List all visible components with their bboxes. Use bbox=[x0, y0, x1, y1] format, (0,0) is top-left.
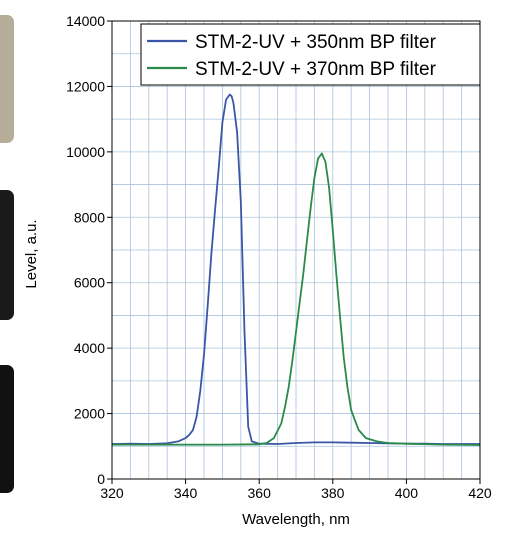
y-tick-label: 12000 bbox=[66, 78, 105, 94]
y-tick-label: 8000 bbox=[74, 209, 105, 225]
side-panel-bottom bbox=[0, 365, 14, 493]
x-tick-label: 360 bbox=[248, 485, 272, 501]
y-tick-label: 10000 bbox=[66, 144, 105, 160]
series-line-2 bbox=[112, 152, 481, 446]
side-panel-middle bbox=[0, 190, 14, 320]
y-tick-label: 4000 bbox=[74, 340, 105, 356]
grid bbox=[111, 20, 481, 480]
side-panel-top bbox=[0, 15, 14, 143]
x-tick-label: 420 bbox=[468, 485, 492, 501]
y-axis-label: Level, a.u. bbox=[23, 219, 40, 288]
y-tick-label: 2000 bbox=[74, 406, 105, 422]
y-tick-label: 14000 bbox=[66, 13, 105, 29]
series-lines bbox=[111, 93, 481, 446]
series-line-1 bbox=[111, 93, 480, 445]
y-tick-label: 6000 bbox=[74, 275, 105, 291]
axis-ticks: 320 340 360 380 400 420 0 2000 4000 6000 8000 10000… bbox=[66, 13, 492, 501]
x-tick-label: 340 bbox=[174, 485, 198, 501]
x-tick-label: 320 bbox=[100, 485, 124, 501]
x-tick-label: 400 bbox=[395, 485, 419, 501]
legend: STM-2-UV + 350nm BP filter STM-2-UV + 370… bbox=[140, 23, 481, 86]
legend-label-2: STM-2-UV + 370nm BP filter bbox=[195, 59, 437, 80]
legend-box bbox=[140, 23, 481, 86]
legend-label-1: STM-2-UV + 350nm BP filter bbox=[195, 32, 437, 53]
y-tick-label: 0 bbox=[97, 471, 105, 487]
plot-frame bbox=[111, 20, 481, 480]
x-axis-label: Wavelength, nm bbox=[242, 511, 350, 528]
x-tick-label: 380 bbox=[321, 485, 345, 501]
